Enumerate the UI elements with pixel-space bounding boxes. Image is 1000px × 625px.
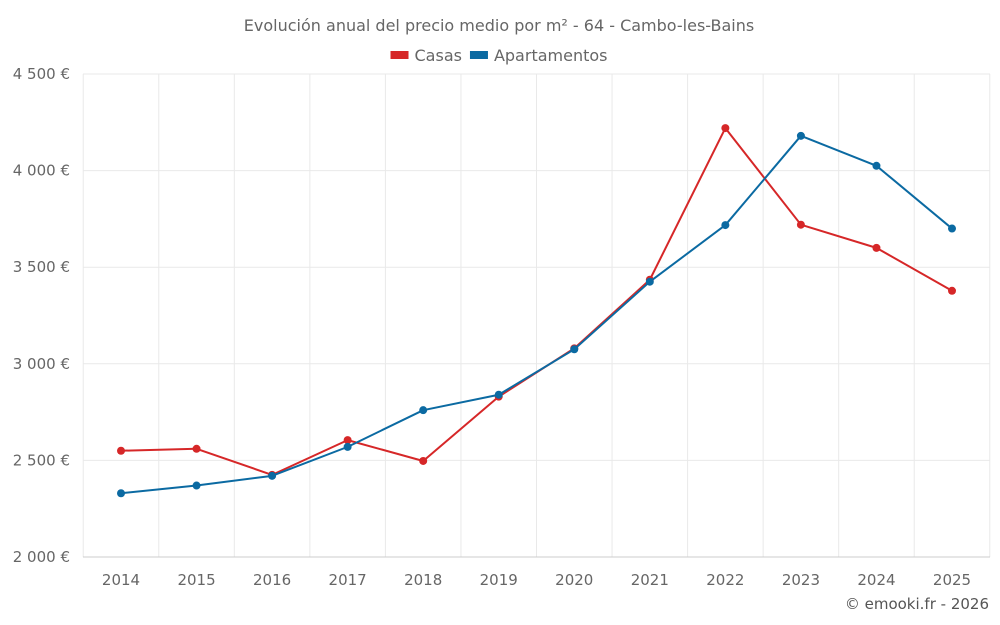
data-point[interactable]: [419, 406, 428, 415]
y-tick-label: 4 500 €: [13, 65, 70, 83]
data-point[interactable]: [268, 471, 277, 480]
y-tick-label: 3 500 €: [13, 258, 70, 276]
data-point[interactable]: [721, 124, 730, 133]
y-tick-label: 4 000 €: [13, 162, 70, 180]
x-tick-label: 2024: [857, 571, 895, 589]
data-point[interactable]: [117, 446, 125, 455]
data-point[interactable]: [796, 220, 805, 229]
x-tick-label: 2018: [404, 571, 442, 589]
y-tick-label: 3 000 €: [13, 355, 70, 373]
data-point[interactable]: [872, 161, 881, 170]
x-tick-label: 2019: [480, 571, 518, 589]
x-tick-label: 2017: [329, 571, 367, 589]
x-tick-label: 2023: [782, 571, 820, 589]
data-point[interactable]: [192, 444, 201, 453]
data-point[interactable]: [645, 277, 654, 286]
y-tick-label: 2 000 €: [13, 548, 70, 566]
legend-swatch: [390, 51, 409, 59]
data-point[interactable]: [796, 131, 805, 140]
x-gridlines: [82, 74, 991, 557]
series-layer: [117, 124, 956, 498]
legend-swatch: [469, 51, 488, 59]
x-tick-label: 2020: [555, 571, 593, 589]
data-point[interactable]: [570, 345, 579, 354]
data-point[interactable]: [494, 390, 503, 399]
legend-label: Casas: [415, 46, 462, 65]
data-point[interactable]: [343, 442, 352, 451]
x-tick-label: 2025: [933, 571, 971, 589]
series-line: [120, 134, 953, 495]
x-tick-label: 2021: [631, 571, 669, 589]
y-axis-ticks: 2 000 € 2 500 € 3 000 € 3 500 € 4 000 € 4 500…: [13, 65, 70, 566]
data-point[interactable]: [117, 489, 125, 498]
credit-text: © emooki.fr - 2026: [845, 595, 989, 613]
x-tick-label: 2016: [253, 571, 291, 589]
data-point[interactable]: [721, 221, 730, 230]
data-point[interactable]: [948, 286, 956, 295]
y-tick-label: 2 500 €: [13, 451, 70, 469]
series-apartamentos: [117, 131, 956, 498]
data-point[interactable]: [419, 456, 428, 465]
legend-label: Apartamentos: [494, 46, 608, 65]
data-point[interactable]: [343, 436, 352, 445]
data-point[interactable]: [192, 481, 201, 490]
data-point[interactable]: [948, 224, 956, 233]
legend-item-casas[interactable]: Casas: [390, 46, 462, 65]
legend: Casas Apartamentos: [390, 46, 608, 65]
x-axis-ticks: 2014 2015 2016 2017 2018 2019 2020 2021 2022 2023…: [102, 571, 971, 589]
x-tick-label: 2022: [706, 571, 744, 589]
x-tick-label: 2015: [177, 571, 215, 589]
chart-title: Evolución anual del precio medio por m² …: [244, 16, 754, 35]
x-tick-label: 2014: [102, 571, 140, 589]
legend-item-apartamentos[interactable]: Apartamentos: [469, 46, 608, 65]
data-point[interactable]: [872, 243, 881, 252]
